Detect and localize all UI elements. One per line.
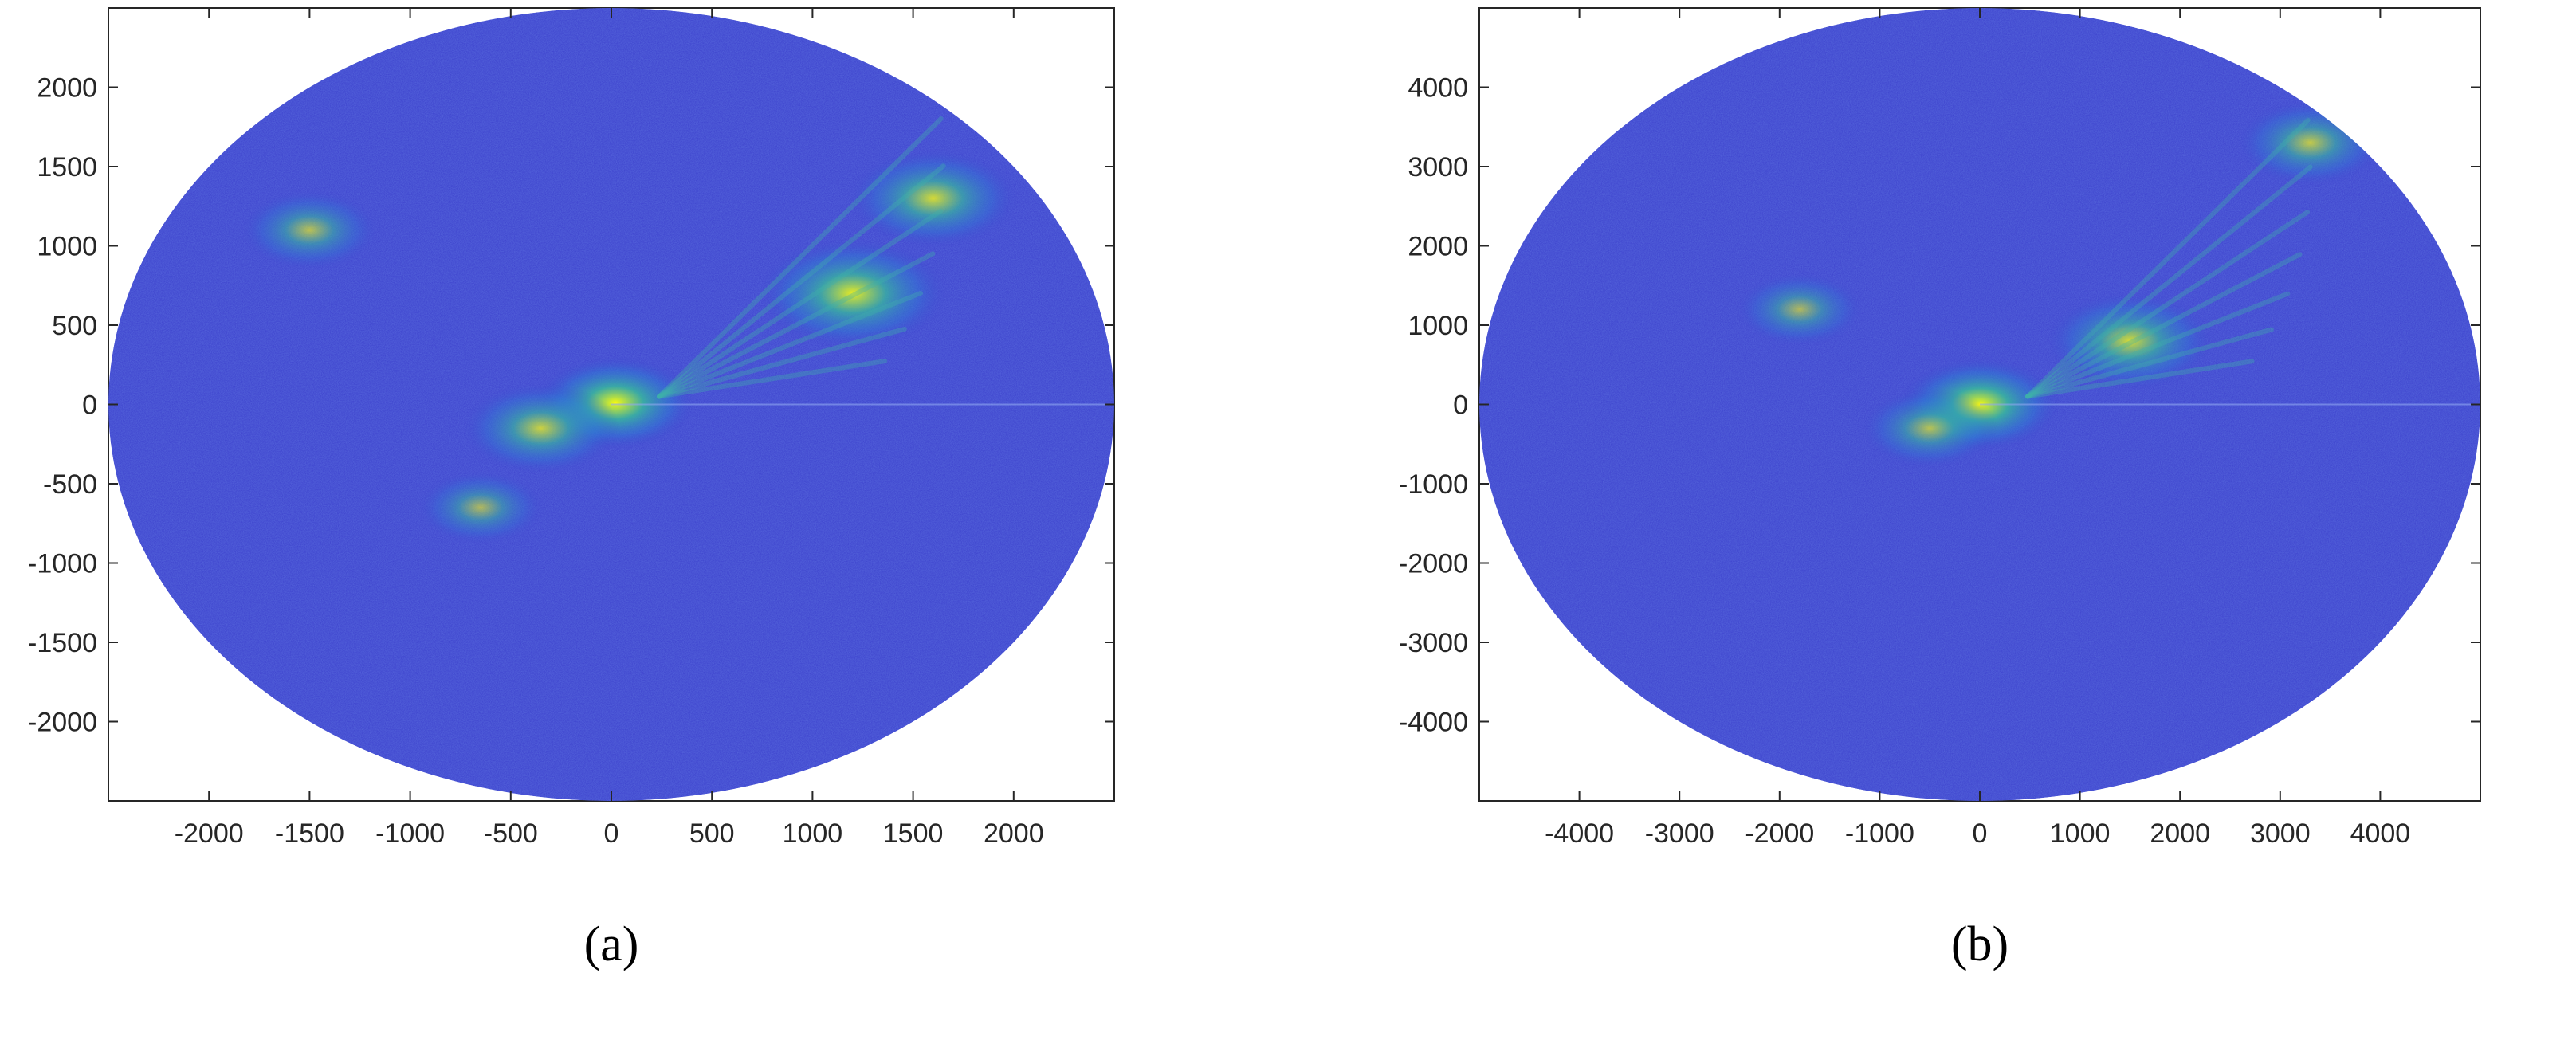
panel-label: (b) (1951, 917, 2009, 971)
hotspot-2 (849, 149, 1018, 248)
y-tick-label: -1500 (28, 628, 97, 658)
echo-streak-3 (657, 251, 936, 399)
hotspot-1 (2045, 292, 2214, 390)
x-tick-label: -3000 (1645, 818, 1714, 849)
echo-streak-0 (657, 359, 888, 399)
panel-b: -4000 -3000 -2000 -1000 0 1000 2000 3000 4000 400… (1288, 0, 2576, 1036)
x-tick-label: 1000 (783, 818, 843, 849)
echo-streak-6 (2025, 117, 2311, 399)
x-tick-label: -4000 (1545, 818, 1614, 849)
y-tick-label: 500 (52, 311, 97, 341)
radar-image (1479, 8, 2480, 801)
y-tick-label: 2000 (37, 73, 97, 104)
y-tick-label: 0 (82, 390, 97, 421)
echo-streak-5 (2025, 164, 2313, 399)
x-tick-label: -2000 (1745, 818, 1814, 849)
panel-label: (a) (584, 917, 639, 971)
y-tick-label: -2000 (28, 708, 97, 738)
echo-streak-3 (2025, 252, 2303, 399)
chart-b-svg: -4000 -3000 -2000 -1000 0 1000 2000 3000 4000 400… (1399, 7, 2481, 971)
echo-streak-2 (2025, 291, 2291, 399)
y-tick-label: 2000 (1408, 232, 1468, 262)
panel-a: -2000 -1500 -1000 -500 0 500 1000 1500 2000 2000 1… (0, 0, 1288, 1036)
echo-streak-1 (2025, 327, 2275, 399)
x-tick-label: 1500 (883, 818, 944, 849)
x-tick-label: -500 (484, 818, 538, 849)
y-tick-label: -500 (43, 469, 97, 500)
y-tick-label: -1000 (28, 549, 97, 579)
x-tick-label: 3000 (2250, 818, 2311, 849)
x-tick-label: 4000 (2350, 818, 2411, 849)
echo-streak-1 (657, 327, 907, 399)
hotspot-4 (1861, 388, 1998, 469)
echo-streak-4 (2025, 210, 2311, 399)
hotspot-3 (1736, 272, 1863, 347)
echo-streak-2 (657, 290, 924, 399)
echo-streak-0 (2025, 359, 2255, 399)
hotspot-1 (758, 237, 948, 349)
x-tick-label: 500 (689, 818, 735, 849)
x-tick-label: 2000 (2150, 818, 2210, 849)
y-tick-label: 4000 (1408, 73, 1468, 104)
chart-a-svg: -2000 -1500 -1000 -500 0 500 1000 1500 2000 2000 1… (28, 7, 1115, 971)
y-tick-label: 1500 (37, 152, 97, 182)
y-tick-label: 1000 (1408, 311, 1468, 341)
y-tick-label: -4000 (1399, 708, 1468, 738)
hotspot-3 (241, 190, 379, 270)
y-tick-label: -3000 (1399, 628, 1468, 658)
x-tick-label: 0 (604, 818, 619, 849)
y-tick-label: 3000 (1408, 152, 1468, 182)
y-tick-label: -2000 (1399, 549, 1468, 579)
x-tick-label: -2000 (175, 818, 244, 849)
echo-streak-6 (657, 116, 944, 399)
x-tick-label: 2000 (984, 818, 1044, 849)
x-tick-label: 0 (1973, 818, 1988, 849)
x-tick-label: -1000 (375, 818, 445, 849)
echo-streak-5 (657, 163, 946, 399)
hotspot-5 (417, 470, 544, 545)
y-tick-label: 1000 (37, 232, 97, 262)
y-tick-label: 0 (1453, 390, 1468, 421)
x-tick-label: 1000 (2050, 818, 2111, 849)
echo-streak-4 (657, 208, 944, 399)
hotspot-4 (461, 382, 620, 475)
y-tick-label: -1000 (1399, 469, 1468, 500)
x-tick-label: -1500 (275, 818, 344, 849)
radar-image (108, 8, 1114, 801)
x-tick-label: -1000 (1845, 818, 1914, 849)
